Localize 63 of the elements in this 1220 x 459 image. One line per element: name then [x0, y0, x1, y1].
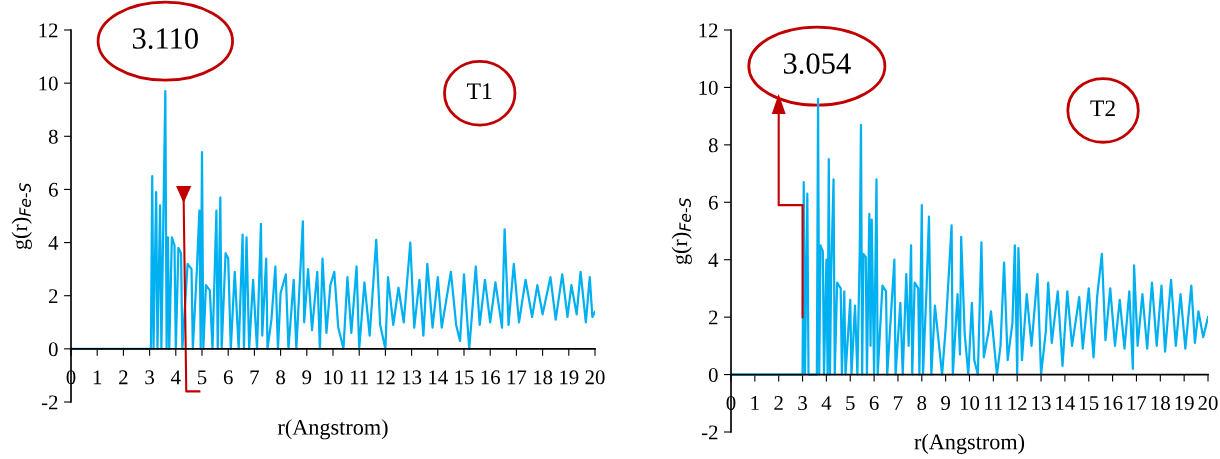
- annotation: 3.110: [132, 28, 198, 49]
- x-axis-title: r(Angstrom): [914, 433, 1025, 454]
- x-tick-label: 15: [455, 370, 474, 385]
- x-tick-label: 11: [985, 396, 1003, 410]
- y-tick-label: 6: [708, 195, 718, 210]
- x-tick-label: 11: [351, 370, 368, 385]
- y-tick-label: 8: [48, 129, 58, 144]
- x-tick-label: 8: [917, 396, 927, 411]
- x-tick-label: 18: [1151, 396, 1170, 411]
- x-tick-label: 16: [481, 370, 500, 385]
- y-tick-label: 4: [48, 236, 59, 250]
- x-tick-label: 19: [1175, 396, 1194, 411]
- y-tick-label: -2: [701, 425, 718, 440]
- y-tick-label: -2: [41, 395, 58, 410]
- y-tick-label: 2: [49, 289, 58, 303]
- x-tick-label: 16: [1104, 396, 1123, 411]
- y-tick-label: 0: [48, 342, 58, 357]
- y-tick-label: 6: [48, 182, 58, 197]
- x-axis-title: r(Angstrom): [277, 419, 388, 440]
- y-tick-label: 8: [708, 138, 718, 153]
- x-tick-label: 7: [250, 370, 260, 385]
- x-tick-label: 20: [585, 370, 605, 385]
- x-tick-label: 12: [376, 370, 395, 385]
- x-tick-label: 2: [774, 396, 783, 410]
- x-tick-label: 5: [846, 396, 855, 411]
- x-tick-label: 4: [821, 396, 832, 410]
- x-tick-label: 14: [429, 370, 448, 385]
- x-tick-label: 9: [941, 396, 951, 411]
- x-tick-label: 10: [324, 370, 343, 385]
- x-tick-label: 6: [869, 396, 879, 411]
- y-axis-title: g(r)$_{Fe-S}$: [671, 198, 692, 265]
- y-tick-label: 10: [39, 76, 58, 91]
- x-tick-label: 17: [1127, 396, 1147, 410]
- y-tick-label: 2: [709, 310, 718, 325]
- x-tick-label: 18: [534, 370, 553, 385]
- x-tick-label: 7: [894, 396, 903, 410]
- y-tick-label: 12: [699, 23, 718, 38]
- x-tick-label: 8: [276, 370, 286, 385]
- x-tick-label: 1: [93, 370, 102, 385]
- x-tick-label: 17: [507, 370, 527, 385]
- x-tick-label: 1: [751, 396, 759, 410]
- x-tick-label: 6: [223, 370, 233, 385]
- annotation: 3.054: [783, 53, 851, 74]
- x-tick-label: 2: [119, 370, 128, 385]
- y-tick-label: 4: [708, 253, 719, 267]
- x-tick-label: 3: [798, 396, 807, 411]
- x-tick-label: 19: [560, 370, 579, 385]
- y-tick-label: 10: [699, 80, 718, 95]
- x-tick-label: 15: [1080, 396, 1099, 411]
- x-tick-label: 5: [198, 370, 207, 385]
- x-tick-label: 3: [145, 370, 154, 385]
- x-tick-label: 10: [960, 396, 980, 411]
- y-tick-label: 12: [39, 23, 58, 38]
- x-tick-label: 9: [302, 370, 312, 385]
- x-tick-label: 13: [1032, 396, 1051, 411]
- x-tick-label: 4: [171, 370, 181, 385]
- annotation: T2: [1090, 100, 1115, 117]
- annotation: T1: [467, 83, 492, 99]
- x-tick-label: 13: [403, 370, 422, 385]
- x-tick-label: 20: [1198, 396, 1218, 411]
- y-axis-title: g(r)$_{Fe-S}$: [11, 183, 32, 250]
- x-tick-label: 14: [1056, 396, 1075, 410]
- x-tick-label: 12: [1008, 396, 1027, 410]
